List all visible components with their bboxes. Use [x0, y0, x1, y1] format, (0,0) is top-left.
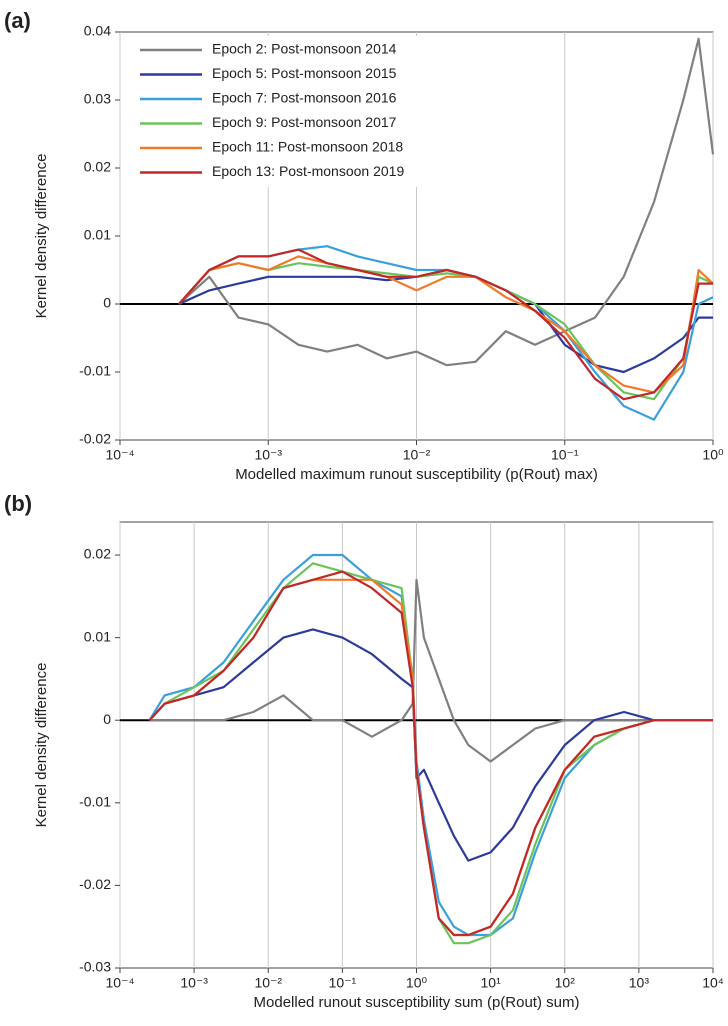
x-tick-label: 10⁻⁴ [106, 447, 135, 463]
y-tick-label: 0.01 [84, 227, 111, 243]
y-tick-label: 0.01 [84, 628, 111, 644]
x-tick-label: 10⁻⁴ [106, 975, 135, 991]
x-tick-label: 10¹ [481, 975, 502, 991]
legend-label: Epoch 2: Post-monsoon 2014 [212, 41, 397, 57]
x-tick-label: 10⁰ [406, 975, 428, 991]
legend-label: Epoch 11: Post-monsoon 2018 [212, 139, 403, 155]
legend-box [134, 36, 474, 187]
y-tick-label: -0.02 [79, 431, 111, 447]
x-tick-label: 10⁴ [702, 975, 724, 991]
legend-label: Epoch 7: Post-monsoon 2016 [212, 90, 397, 106]
x-tick-label: 10⁻¹ [551, 447, 579, 463]
y-tick-label: 0.03 [84, 91, 111, 107]
panel-label: (b) [4, 491, 32, 516]
x-axis-label: Modelled runout susceptibility sum (p(Ro… [254, 994, 580, 1011]
series-line [148, 628, 713, 862]
y-tick-label: -0.01 [79, 794, 111, 810]
y-tick-label: -0.03 [79, 959, 111, 975]
x-tick-label: 10⁻² [254, 975, 282, 991]
y-tick-label: 0 [103, 711, 111, 727]
panel-label: (a) [4, 8, 31, 33]
y-tick-label: 0.02 [84, 546, 111, 562]
legend-label: Epoch 9: Post-monsoon 2017 [212, 114, 397, 130]
series-line [178, 255, 714, 394]
legend-label: Epoch 13: Post-monsoon 2019 [212, 163, 404, 179]
series-line [178, 248, 713, 401]
x-tick-label: 10⁻³ [180, 975, 208, 991]
x-tick-label: 10⁻² [403, 447, 431, 463]
y-tick-label: 0 [103, 295, 111, 311]
x-tick-label: 10⁻¹ [329, 975, 357, 991]
y-tick-label: -0.02 [79, 876, 111, 892]
y-axis-label: Kernel density difference [33, 663, 50, 828]
x-tick-label: 10² [555, 975, 576, 991]
y-tick-label: 0.02 [84, 159, 111, 175]
legend-label: Epoch 5: Post-monsoon 2015 [212, 65, 397, 81]
y-tick-label: -0.01 [79, 363, 111, 379]
x-axis-label: Modelled maximum runout susceptibility (… [235, 466, 598, 483]
y-tick-label: 0.04 [84, 23, 111, 39]
y-axis-label: Kernel density difference [33, 154, 50, 319]
x-tick-label: 10³ [629, 975, 650, 991]
x-tick-label: 10⁰ [702, 447, 724, 463]
series-line [148, 570, 713, 937]
x-tick-label: 10⁻³ [254, 447, 282, 463]
series-line [178, 37, 715, 367]
